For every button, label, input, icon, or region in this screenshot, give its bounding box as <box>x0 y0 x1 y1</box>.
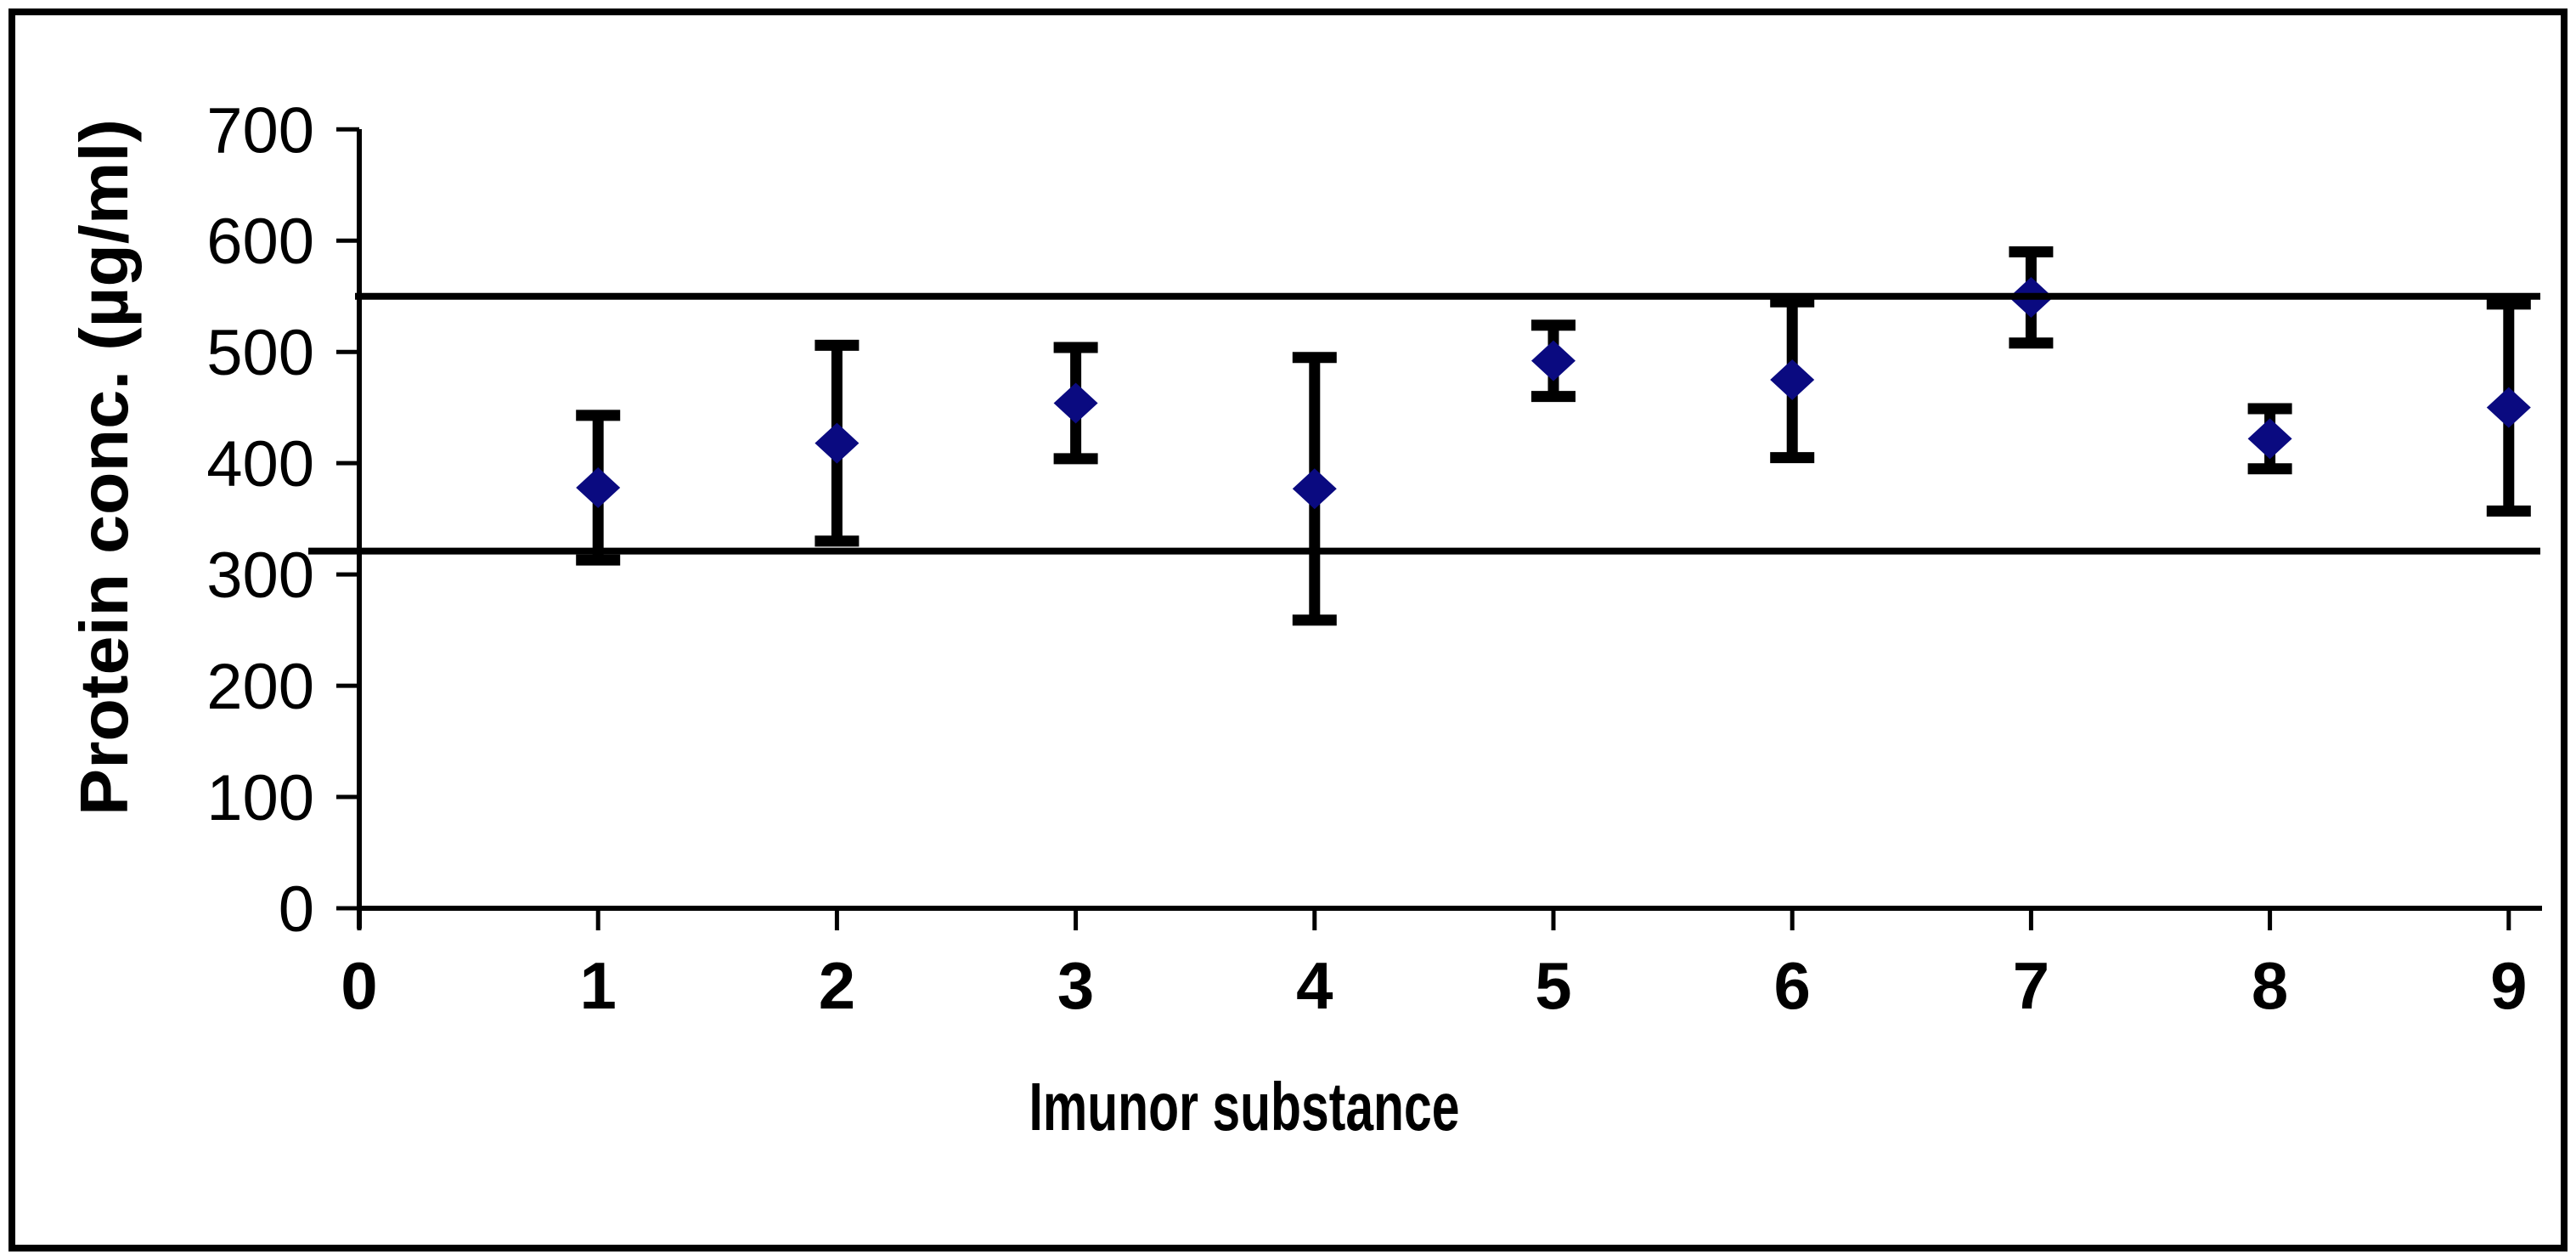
x-tick-label: 7 <box>2013 948 2049 1023</box>
diamond-marker <box>1053 382 1098 424</box>
x-tick-label: 0 <box>341 948 377 1023</box>
y-axis-ticks: 0 100 200 300 400 500 600 700 <box>206 94 359 946</box>
diamond-marker <box>2247 418 2292 460</box>
y-tick-label: 200 <box>206 651 314 723</box>
diamond-marker <box>1292 468 1337 510</box>
reference-lines <box>308 292 2540 555</box>
diamond-marker <box>1531 340 1575 381</box>
y-tick-label: 400 <box>206 428 314 500</box>
figure-border <box>8 8 2568 1252</box>
x-tick-label: 3 <box>1057 948 1094 1023</box>
x-tick-label: 2 <box>819 948 855 1023</box>
diamond-marker <box>1770 359 1815 400</box>
x-tick-label: 8 <box>2252 948 2288 1023</box>
y-tick-label: 600 <box>206 206 314 278</box>
x-tick-label: 1 <box>580 948 617 1023</box>
y-tick-label: 500 <box>206 317 314 389</box>
axes <box>357 129 2542 929</box>
x-axis-title: Imunor substance <box>1029 1069 1460 1144</box>
x-tick-label: 4 <box>1296 948 1333 1023</box>
diamond-marker <box>815 422 860 464</box>
x-axis-ticks: 0 1 2 3 4 5 6 7 8 9 <box>341 908 2527 1023</box>
x-tick-label: 9 <box>2490 948 2527 1023</box>
y-tick-label: 700 <box>206 94 314 167</box>
diamond-marker <box>2486 387 2531 428</box>
y-axis-title: Protein conc. (µg/ml) <box>66 119 142 816</box>
error-bars <box>576 246 2531 626</box>
x-tick-label: 6 <box>1774 948 1811 1023</box>
x-tick-label: 5 <box>1535 948 1571 1023</box>
y-tick-label: 300 <box>206 540 314 612</box>
data-point-markers <box>576 277 2531 510</box>
y-tick-label: 100 <box>206 762 314 834</box>
diamond-marker <box>576 466 621 508</box>
y-tick-label: 0 <box>279 873 314 946</box>
